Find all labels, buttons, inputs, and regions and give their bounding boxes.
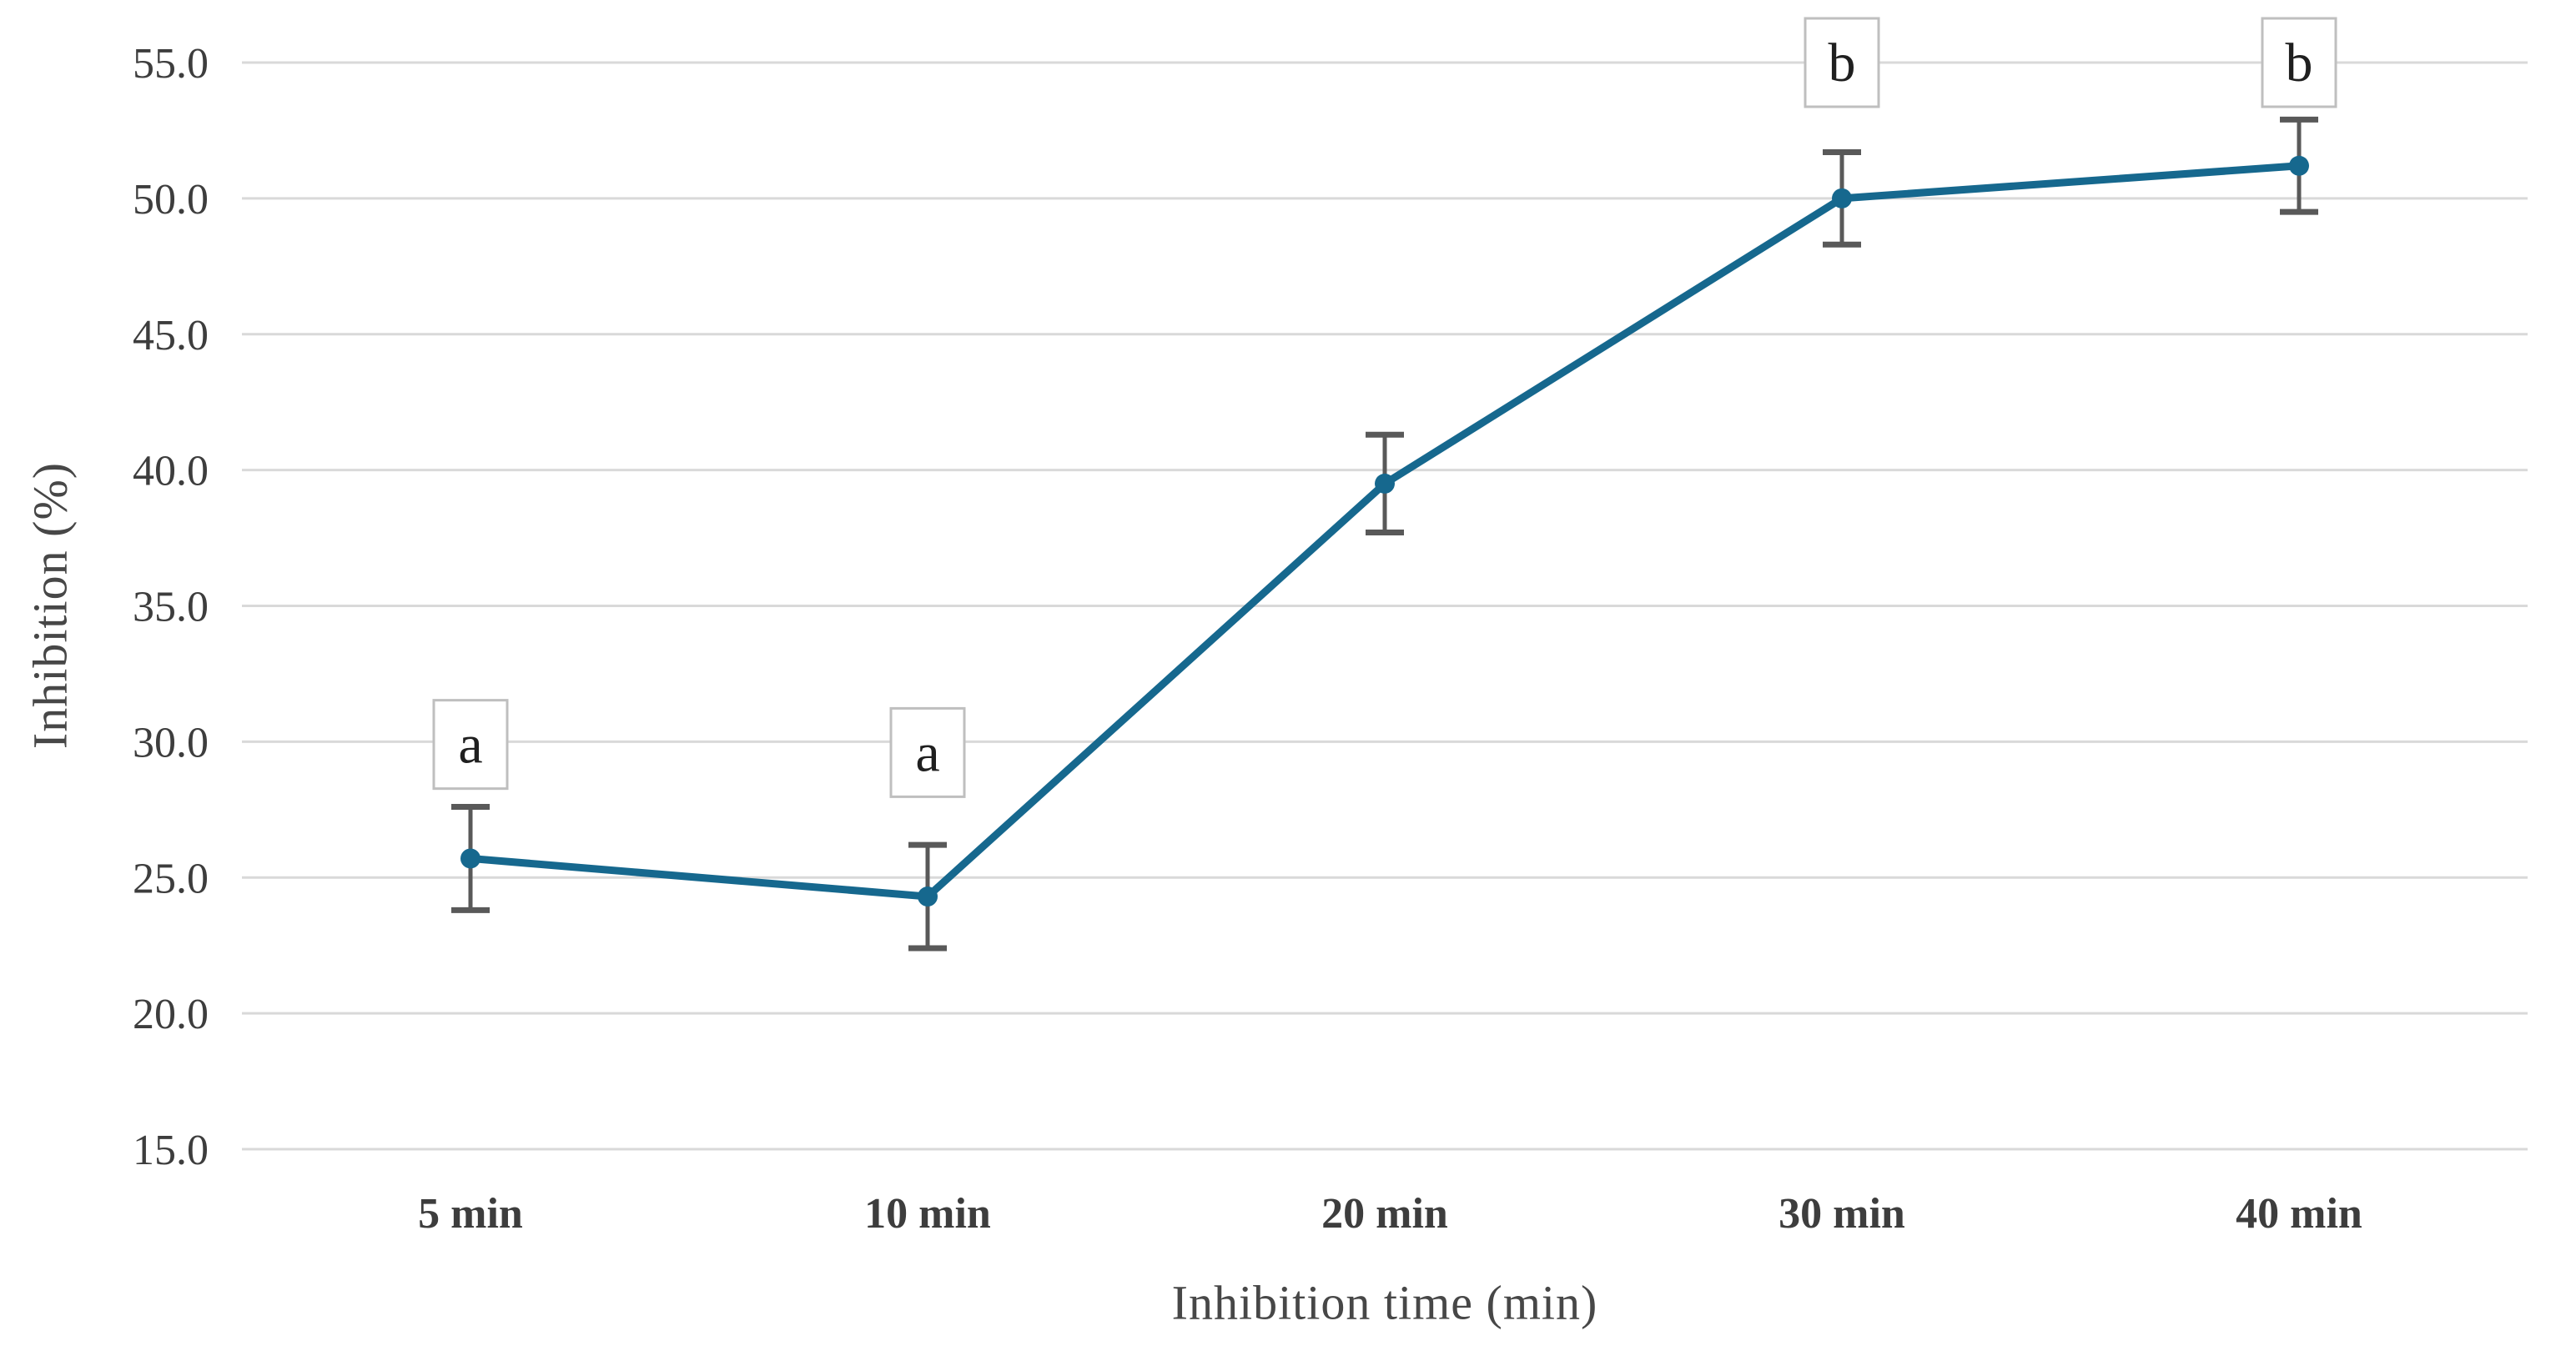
y-axis-title: Inhibition (%) bbox=[23, 461, 78, 750]
x-axis-title: Inhibition time (min) bbox=[1171, 1275, 1598, 1330]
data-point-marker bbox=[1832, 188, 1852, 208]
significance-label-box bbox=[889, 706, 966, 798]
y-tick-label: 15.0 bbox=[133, 1127, 209, 1174]
significance-label-box bbox=[2261, 17, 2337, 108]
x-category-label: 30 min bbox=[1779, 1190, 1905, 1238]
data-point-marker bbox=[1375, 473, 1395, 494]
y-tick-label: 20.0 bbox=[133, 991, 209, 1038]
significance-label-text: b bbox=[1829, 33, 1856, 93]
y-tick-label: 50.0 bbox=[133, 176, 209, 223]
x-category-label: 10 min bbox=[864, 1190, 991, 1238]
y-tick-label: 35.0 bbox=[133, 584, 209, 631]
data-point-marker bbox=[2289, 155, 2309, 176]
data-point-marker bbox=[918, 886, 938, 907]
significance-label: a bbox=[889, 706, 966, 798]
y-tick-label: 40.0 bbox=[133, 448, 209, 495]
y-tick-label: 25.0 bbox=[133, 855, 209, 902]
data-point-marker bbox=[460, 848, 480, 869]
y-tick-label: 55.0 bbox=[133, 40, 209, 88]
x-category-label: 20 min bbox=[1321, 1190, 1448, 1238]
x-category-label: 5 min bbox=[418, 1190, 523, 1238]
significance-label-box bbox=[1804, 17, 1880, 108]
significance-label: a bbox=[432, 699, 509, 791]
significance-label-text: a bbox=[915, 722, 939, 783]
y-tick-label: 30.0 bbox=[133, 719, 209, 766]
significance-label-box bbox=[432, 699, 509, 791]
x-category-label: 40 min bbox=[2236, 1190, 2362, 1238]
significance-label-text: b bbox=[2286, 33, 2313, 93]
y-tick-label: 45.0 bbox=[133, 312, 209, 359]
significance-label: b bbox=[1804, 17, 1880, 108]
significance-label: b bbox=[2261, 17, 2337, 108]
significance-label-text: a bbox=[458, 715, 482, 776]
